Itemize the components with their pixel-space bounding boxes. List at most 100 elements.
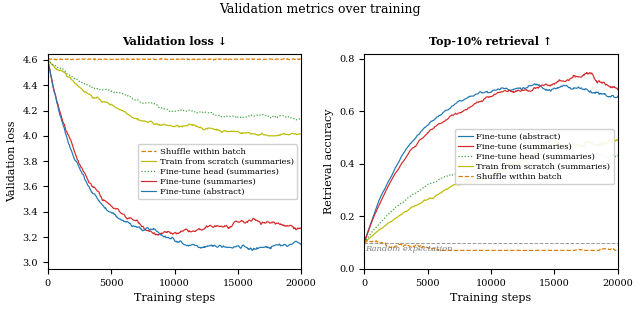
Shuffle within batch	[394, 243, 402, 247]
Fine-tune (abstract)	[547, 89, 554, 93]
Fine-tune head (summaries)	[360, 241, 368, 244]
Fine-tune (abstract)	[77, 169, 84, 173]
Fine-tune head (summaries)	[499, 165, 507, 169]
X-axis label: Training steps: Training steps	[451, 293, 532, 303]
Shuffle within batch	[172, 57, 179, 61]
Fine-tune (summaries)	[488, 95, 495, 98]
Fine-tune (abstract)	[183, 244, 191, 247]
Fine-tune (abstract)	[614, 94, 621, 98]
Fine-tune (abstract)	[360, 241, 368, 244]
Train from scratch (summaries)	[172, 125, 179, 128]
Fine-tune head (summaries)	[614, 153, 621, 157]
Line: Fine-tune (abstract): Fine-tune (abstract)	[364, 84, 618, 242]
Fine-tune (abstract)	[230, 245, 237, 249]
Fine-tune (summaries)	[298, 227, 305, 231]
Fine-tune (abstract)	[248, 248, 256, 252]
Fine-tune (summaries)	[77, 165, 84, 169]
Fine-tune head (summaries)	[298, 117, 305, 121]
Train from scratch (summaries)	[394, 216, 401, 219]
Fine-tune (summaries)	[206, 224, 214, 227]
Fine-tune head (summaries)	[522, 163, 530, 167]
Shuffle within batch	[547, 249, 555, 252]
Train from scratch (summaries)	[452, 183, 460, 186]
Shuffle within batch	[77, 58, 84, 61]
Line: Fine-tune (summaries): Fine-tune (summaries)	[364, 73, 618, 242]
Text: Random expectation: Random expectation	[365, 245, 453, 253]
Shuffle within batch	[524, 249, 531, 252]
Legend: Fine-tune (abstract), Fine-tune (summaries), Fine-tune head (summaries), Train f: Fine-tune (abstract), Fine-tune (summari…	[454, 129, 614, 184]
Fine-tune head (summaries)	[488, 166, 495, 170]
Fine-tune (abstract)	[499, 86, 507, 90]
Fine-tune (summaries)	[230, 221, 238, 224]
Fine-tune head (summaries)	[183, 109, 191, 113]
Train from scratch (summaries)	[522, 158, 530, 162]
Train from scratch (summaries)	[614, 138, 621, 142]
Line: Train from scratch (summaries): Train from scratch (summaries)	[48, 60, 301, 136]
Shuffle within batch	[298, 58, 305, 61]
Train from scratch (summaries)	[77, 86, 84, 90]
Fine-tune (summaries)	[135, 221, 143, 225]
Train from scratch (summaries)	[183, 124, 191, 128]
Line: Shuffle within batch: Shuffle within batch	[48, 58, 301, 60]
Fine-tune head (summaries)	[135, 100, 143, 103]
Fine-tune (abstract)	[488, 90, 495, 94]
Train from scratch (summaries)	[135, 118, 143, 122]
Fine-tune (summaries)	[394, 169, 401, 173]
Fine-tune (summaries)	[499, 90, 507, 94]
Fine-tune head (summaries)	[172, 109, 179, 113]
Train from scratch (summaries)	[499, 168, 507, 171]
Fine-tune head (summaries)	[205, 111, 213, 114]
Legend: Shuffle within batch, Train from scratch (summaries), Fine-tune head (summaries): Shuffle within batch, Train from scratch…	[138, 144, 297, 199]
Shuffle within batch	[434, 249, 442, 252]
Shuffle within batch	[360, 241, 368, 245]
Fine-tune head (summaries)	[44, 58, 52, 62]
Fine-tune (summaries)	[522, 88, 530, 91]
Fine-tune (abstract)	[298, 243, 305, 247]
Shuffle within batch	[210, 58, 218, 62]
Fine-tune (summaries)	[614, 88, 621, 91]
Train from scratch (summaries)	[264, 134, 272, 138]
Train from scratch (summaries)	[230, 129, 237, 133]
Shuffle within batch	[44, 57, 52, 61]
Line: Fine-tune (summaries): Fine-tune (summaries)	[48, 60, 301, 235]
Train from scratch (summaries)	[44, 58, 52, 62]
Title: Top-10% retrieval ↑: Top-10% retrieval ↑	[429, 36, 552, 47]
Fine-tune (summaries)	[183, 228, 191, 232]
Fine-tune (summaries)	[452, 111, 460, 115]
Shuffle within batch	[500, 249, 508, 252]
Fine-tune head (summaries)	[230, 114, 237, 118]
Fine-tune (abstract)	[522, 86, 530, 90]
Fine-tune head (summaries)	[292, 118, 300, 122]
Fine-tune (summaries)	[155, 233, 163, 237]
Shuffle within batch	[206, 57, 214, 61]
Fine-tune (abstract)	[135, 225, 143, 229]
Fine-tune (summaries)	[44, 58, 52, 62]
Train from scratch (summaries)	[488, 172, 495, 176]
Fine-tune (summaries)	[172, 231, 180, 235]
Train from scratch (summaries)	[610, 137, 618, 141]
Shuffle within batch	[453, 249, 461, 252]
Shuffle within batch	[614, 249, 621, 252]
Fine-tune head (summaries)	[452, 172, 460, 176]
Fine-tune head (summaries)	[591, 152, 599, 155]
Train from scratch (summaries)	[360, 241, 368, 244]
Y-axis label: Retrieval accuracy: Retrieval accuracy	[324, 108, 333, 214]
X-axis label: Training steps: Training steps	[134, 293, 215, 303]
Train from scratch (summaries)	[546, 144, 554, 148]
Fine-tune (summaries)	[546, 84, 554, 88]
Fine-tune head (summaries)	[546, 160, 554, 164]
Fine-tune (abstract)	[172, 240, 179, 243]
Title: Validation loss ↓: Validation loss ↓	[122, 36, 227, 47]
Fine-tune head (summaries)	[394, 204, 401, 208]
Fine-tune (abstract)	[205, 244, 213, 248]
Shuffle within batch	[135, 57, 143, 61]
Fine-tune head (summaries)	[77, 79, 84, 83]
Line: Fine-tune (abstract): Fine-tune (abstract)	[48, 60, 301, 250]
Shuffle within batch	[183, 57, 191, 60]
Fine-tune (abstract)	[44, 58, 52, 62]
Y-axis label: Validation loss: Validation loss	[7, 120, 17, 202]
Shuffle within batch	[489, 249, 497, 252]
Train from scratch (summaries)	[205, 126, 213, 130]
Shuffle within batch	[177, 56, 184, 60]
Line: Fine-tune head (summaries): Fine-tune head (summaries)	[48, 60, 301, 120]
